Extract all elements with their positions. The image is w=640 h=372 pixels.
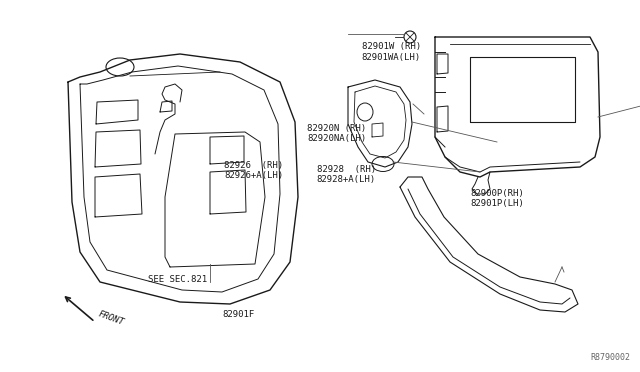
Text: 82901P(LH): 82901P(LH) [470, 199, 524, 208]
Text: 82926  (RH): 82926 (RH) [224, 161, 283, 170]
Text: 82920N (RH): 82920N (RH) [307, 124, 366, 133]
Text: 82901F: 82901F [223, 310, 255, 319]
Text: 82901W (RH): 82901W (RH) [362, 42, 420, 51]
Text: SEE SEC.821: SEE SEC.821 [148, 275, 207, 284]
Text: 82928  (RH): 82928 (RH) [317, 165, 376, 174]
Text: R8790002: R8790002 [590, 353, 630, 362]
Text: FRONT: FRONT [97, 310, 125, 327]
Text: 82900P(RH): 82900P(RH) [470, 189, 524, 198]
Text: 82920NA(LH): 82920NA(LH) [307, 134, 366, 143]
Text: 82926+A(LH): 82926+A(LH) [224, 171, 283, 180]
Text: 82928+A(LH): 82928+A(LH) [317, 175, 376, 184]
Text: 82901WA(LH): 82901WA(LH) [362, 53, 420, 62]
